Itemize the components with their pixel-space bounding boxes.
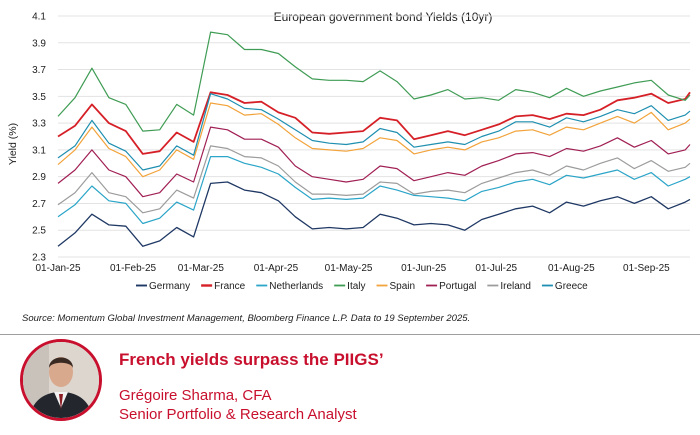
author-portrait-icon (23, 342, 99, 418)
chart-area: European government bond Yields (10yr) Y… (7, 10, 691, 292)
y-tick-label: 4.1 (32, 12, 46, 23)
series-line-portugal (57, 126, 691, 198)
legend-item-greece: Greece (555, 281, 588, 292)
y-tick-label: 3.7 (32, 65, 46, 76)
x-tick-label: 01-Mar-25 (178, 263, 225, 274)
legend-item-spain: Spain (390, 281, 416, 292)
series-line-germany (57, 181, 691, 247)
x-tick-label: 01-May-25 (325, 263, 373, 274)
legend-item-portugal: Portugal (439, 281, 476, 292)
series-lines (57, 31, 691, 247)
y-tick-label: 3.1 (32, 145, 46, 156)
series-line-spain (57, 102, 691, 178)
series-line-italy (57, 31, 691, 132)
x-axis-ticks: 01-Jan-25 01-Feb-25 01-Mar-25 01-Apr-25 01-M… (35, 263, 670, 274)
legend: Germany France Netherlands Italy Spain Portug… (136, 281, 588, 292)
legend-item-netherlands: Netherlands (269, 281, 323, 292)
x-tick-label: 01-Jun-25 (401, 263, 446, 274)
x-tick-label: 01-Apr-25 (254, 263, 299, 274)
legend-item-italy: Italy (347, 281, 365, 292)
series-line-netherlands (57, 156, 691, 225)
y-tick-label: 2.7 (32, 199, 46, 210)
series-line-france (57, 91, 691, 155)
source-note: Source: Momentum Global Investment Manag… (22, 313, 471, 324)
x-tick-label: 01-Feb-25 (110, 263, 157, 274)
y-tick-label: 3.5 (32, 92, 46, 103)
author-avatar (20, 339, 102, 421)
y-tick-label: 2.9 (32, 172, 46, 183)
series-line-ireland (57, 145, 691, 214)
y-tick-label: 3.3 (32, 119, 46, 130)
x-tick-label: 01-Sep-25 (623, 263, 670, 274)
x-tick-label: 01-Jul-25 (475, 263, 517, 274)
series-line-greece (57, 93, 691, 171)
y-axis-ticks: 4.1 3.9 3.7 3.5 3.3 3.1 2.9 2.7 2.5 2.3 (32, 12, 46, 264)
legend-item-germany: Germany (149, 281, 190, 292)
author-name: Grégoire Sharma, CFA (119, 387, 272, 404)
y-tick-label: 2.3 (32, 253, 46, 264)
x-tick-label: 01-Aug-25 (548, 263, 595, 274)
legend-item-ireland: Ireland (500, 281, 531, 292)
y-tick-label: 3.9 (32, 38, 46, 49)
headline: French yields surpass the PIIGS’ (119, 350, 384, 369)
chart-title: European government bond Yields (10yr) (274, 10, 493, 24)
legend-item-france: France (214, 281, 246, 292)
divider (0, 334, 700, 335)
y-tick-label: 2.5 (32, 226, 46, 237)
author-footer: French yields surpass the PIIGS’ Grégoir… (0, 335, 700, 435)
author-info: Grégoire Sharma, CFA Senior Portfolio & … (119, 386, 357, 424)
x-tick-label: 01-Jan-25 (35, 263, 80, 274)
y-axis-label: Yield (%) (7, 123, 19, 165)
author-role: Senior Portfolio & Research Analyst (119, 406, 357, 423)
